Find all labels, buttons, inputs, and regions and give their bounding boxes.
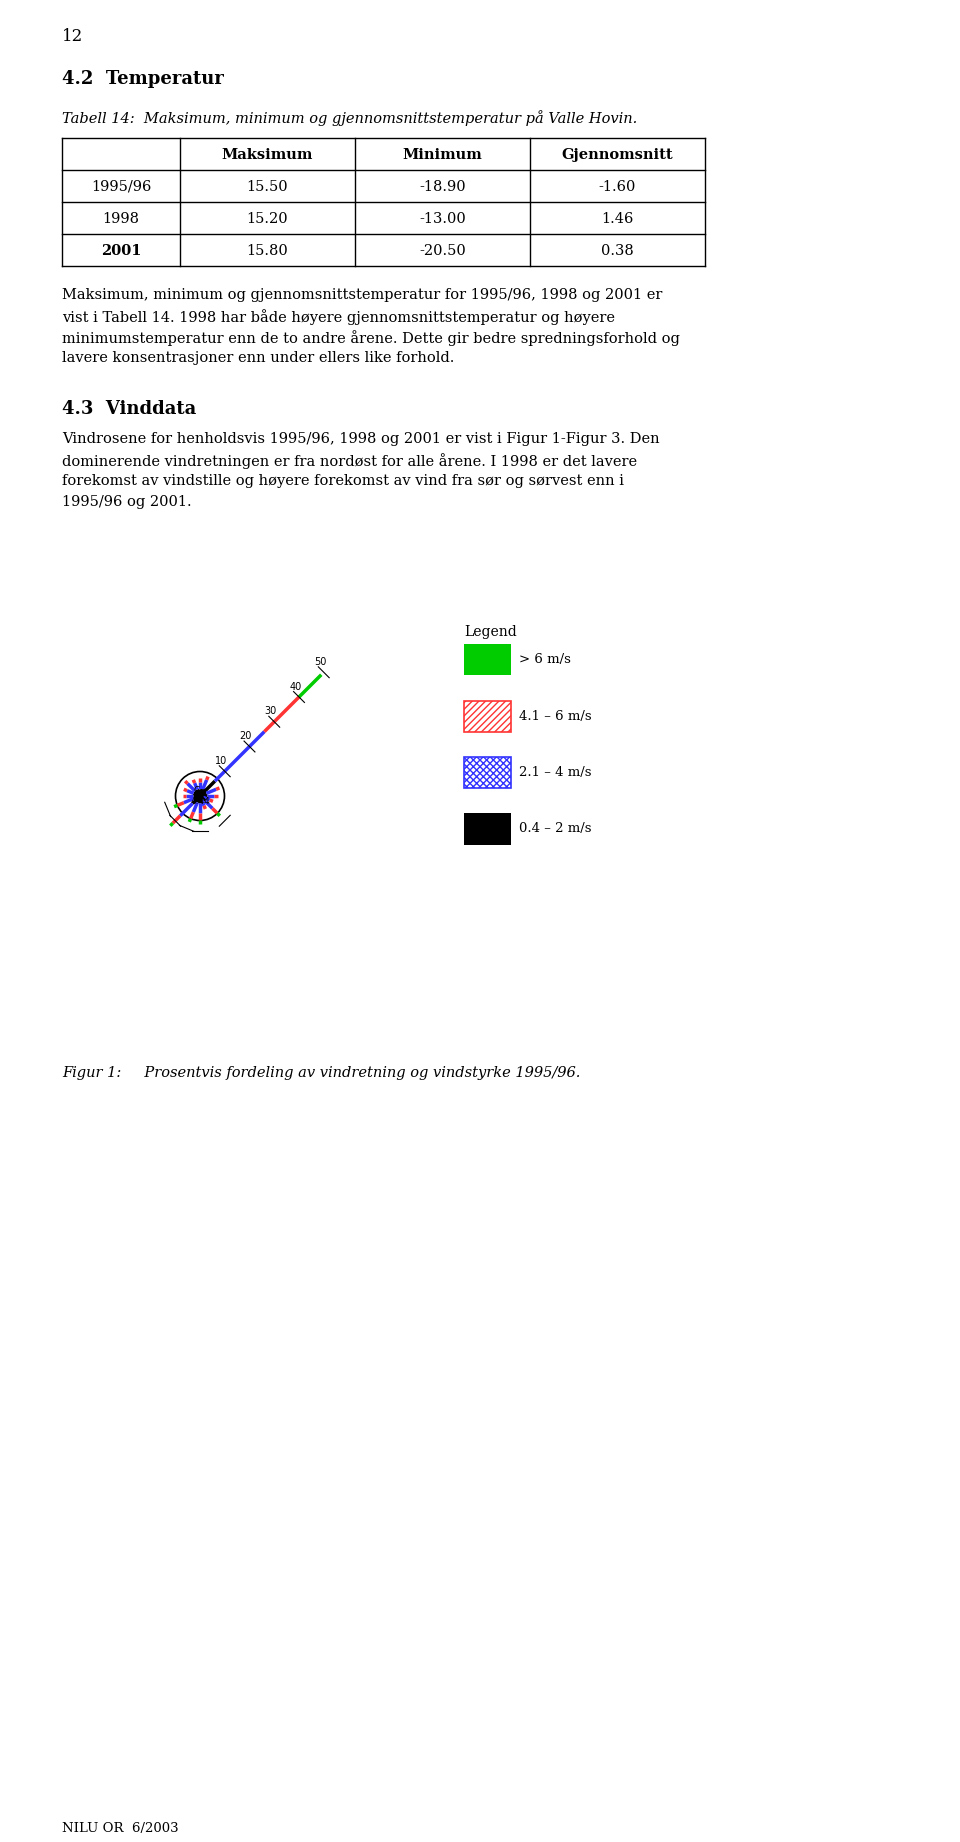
Text: 50: 50 (314, 658, 326, 667)
Text: 10: 10 (215, 755, 228, 766)
Text: 0.4 – 2 m/s: 0.4 – 2 m/s (519, 822, 591, 836)
Text: forekomst av vindstille og høyere forekomst av vind fra sør og sørvest enn i: forekomst av vindstille og høyere foreko… (62, 473, 624, 488)
Text: 4.3  Vinddata: 4.3 Vinddata (62, 400, 196, 418)
Text: vist i Tabell 14. 1998 har både høyere gjennomsnittstemperatur og høyere: vist i Tabell 14. 1998 har både høyere g… (62, 309, 615, 324)
Bar (465, 757, 511, 788)
Text: Figur 1:     Prosentvis fordeling av vindretning og vindstyrke 1995/96.: Figur 1: Prosentvis fordeling av vindret… (62, 1067, 581, 1079)
Text: 1995/96 og 2001.: 1995/96 og 2001. (62, 495, 192, 508)
Text: 1998: 1998 (103, 212, 139, 227)
Text: Minimum: Minimum (402, 147, 482, 162)
Text: -13.00: -13.00 (420, 212, 466, 227)
Text: Gjennomsnitt: Gjennomsnitt (562, 147, 673, 162)
Text: 4.1 – 6 m/s: 4.1 – 6 m/s (519, 709, 591, 722)
Text: 15.80: 15.80 (247, 243, 288, 258)
Text: dominerende vindretningen er fra nordøst for alle årene. I 1998 er det lavere: dominerende vindretningen er fra nordøst… (62, 453, 637, 470)
Text: -20.50: -20.50 (420, 243, 466, 258)
Text: Vindrosene for henholdsvis 1995/96, 1998 og 2001 er vist i Figur 1-Figur 3. Den: Vindrosene for henholdsvis 1995/96, 1998… (62, 433, 660, 446)
Bar (465, 645, 511, 676)
Text: 20: 20 (240, 731, 252, 740)
Text: 40: 40 (289, 682, 301, 691)
Text: Tabell 14:  Maksimum, minimum og gjennomsnittstemperatur på Valle Hovin.: Tabell 14: Maksimum, minimum og gjennoms… (62, 111, 637, 125)
Text: > 6 m/s: > 6 m/s (519, 654, 571, 667)
Bar (465, 700, 511, 731)
Text: 1995/96: 1995/96 (91, 181, 151, 193)
Text: 4.2  Temperatur: 4.2 Temperatur (62, 70, 224, 88)
Text: 2.1 – 4 m/s: 2.1 – 4 m/s (519, 766, 591, 779)
Bar (465, 814, 511, 845)
Text: C=
4.44: C= 4.44 (190, 787, 210, 805)
Text: lavere konsentrasjoner enn under ellers like forhold.: lavere konsentrasjoner enn under ellers … (62, 352, 454, 365)
Text: 15.50: 15.50 (247, 181, 288, 193)
Text: 1.46: 1.46 (601, 212, 634, 227)
Text: 15.20: 15.20 (247, 212, 288, 227)
Text: -1.60: -1.60 (599, 181, 636, 193)
Text: NILU OR  6/2003: NILU OR 6/2003 (62, 1822, 179, 1835)
Text: minimumstemperatur enn de to andre årene. Dette gir bedre spredningsforhold og: minimumstemperatur enn de to andre årene… (62, 330, 680, 346)
Text: Maksimum, minimum og gjennomsnittstemperatur for 1995/96, 1998 og 2001 er: Maksimum, minimum og gjennomsnittstemper… (62, 287, 662, 302)
Text: Legend: Legend (465, 626, 517, 639)
Text: Maksimum: Maksimum (222, 147, 313, 162)
Text: 30: 30 (264, 705, 276, 717)
Text: 0.38: 0.38 (601, 243, 634, 258)
Text: -18.90: -18.90 (420, 181, 466, 193)
Text: 2001: 2001 (101, 243, 141, 258)
Text: 12: 12 (62, 28, 84, 44)
Circle shape (176, 772, 225, 820)
